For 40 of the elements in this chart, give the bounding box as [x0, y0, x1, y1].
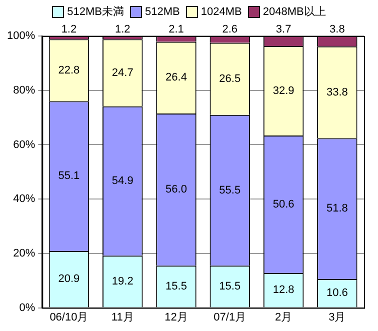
- y-tick-label: 0%: [19, 302, 36, 314]
- data-label: 54.9: [112, 175, 134, 188]
- data-label: 1.2: [114, 24, 130, 36]
- y-tick-label: 80%: [13, 84, 36, 96]
- data-label: 33.8: [326, 86, 348, 98]
- data-label: 15.5: [166, 280, 187, 293]
- data-label: 15.5: [219, 280, 241, 293]
- data-label: 26.5: [219, 72, 241, 85]
- legend-label: 512MB: [145, 6, 180, 18]
- data-label: 51.8: [326, 202, 348, 215]
- data-label: 1.2: [61, 24, 77, 36]
- data-label: 55.1: [58, 170, 80, 182]
- data-label: 32.9: [272, 84, 294, 97]
- legend-label: 512MB未満: [67, 5, 124, 19]
- data-label: 19.2: [112, 275, 134, 288]
- data-label: 24.7: [112, 66, 134, 79]
- data-label: 3.7: [276, 24, 292, 36]
- y-tick-label: 20%: [13, 247, 36, 260]
- data-label: 55.5: [219, 184, 241, 196]
- x-tick-label: 3月: [328, 311, 346, 324]
- legend-label: 1024MB: [200, 6, 242, 18]
- x-tick-label: 07/1月: [214, 311, 246, 324]
- data-label: 3.8: [330, 24, 345, 36]
- data-label: 20.9: [58, 273, 80, 286]
- x-tick-label: 12月: [164, 311, 188, 324]
- y-tick-label: 40%: [13, 193, 36, 206]
- x-tick-label: 06/10月: [50, 311, 88, 324]
- data-label: 56.0: [166, 184, 187, 196]
- y-tick-label: 60%: [13, 138, 36, 151]
- data-label: 2.1: [168, 24, 184, 36]
- data-label: 50.6: [272, 198, 294, 210]
- data-label: 22.8: [58, 64, 80, 76]
- data-label: 10.6: [326, 287, 348, 300]
- y-tick-label: 100%: [6, 30, 36, 42]
- data-label: 26.4: [166, 72, 187, 84]
- x-tick-label: 2月: [274, 311, 292, 324]
- legend-label: 2048MB以上: [262, 5, 326, 19]
- data-label: 2.6: [222, 24, 238, 36]
- data-label: 12.8: [272, 284, 294, 296]
- x-tick-label: 11月: [111, 311, 134, 324]
